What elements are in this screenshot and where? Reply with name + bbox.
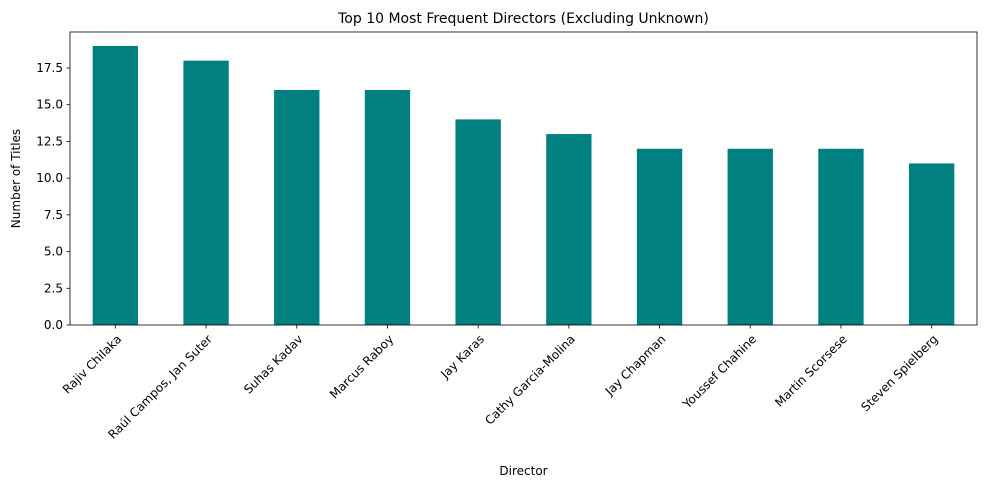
bar-suhas-kadav [274,90,320,325]
y-tick-label: 0.0 [44,318,63,332]
y-tick-label: 10.0 [36,171,63,185]
chart-title: Top 10 Most Frequent Directors (Excludin… [337,11,709,27]
bar-marcus-raboy [364,90,411,325]
x-axis-label: Director [499,464,547,478]
x-tick-label-suhas-kadav: Suhas Kadav [241,332,306,397]
x-tick-label-raul-campos-jan-suter: Raúl Campos, Jan Suter [105,332,215,442]
y-axis-label: Number of Titles [9,129,23,228]
y-tick-label: 12.5 [36,134,63,148]
x-tick-label-martin-scorsese: Martin Scorsese [772,332,850,410]
y-tick-label: 7.5 [44,208,63,222]
x-tick-label-jay-chapman: Jay Chapman [602,332,669,399]
bar-jay-karas [455,119,501,326]
plot-frame [69,31,978,326]
bar-martin-scorsese [818,148,864,325]
bars-layer [92,45,955,326]
bar-cathy-garcia-molina [546,134,592,325]
bar-jay-chapman [636,148,683,325]
y-tick-label: 2.5 [44,281,63,295]
bar-raul-campos-jan-suter [183,60,229,325]
y-tick-label: 17.5 [36,61,63,75]
bar-rajiv-chilaka [92,45,139,325]
y-tick-label: 5.0 [44,245,63,259]
x-tick-label-cathy-garcia-molina: Cathy Garcia-Molina [482,332,578,428]
x-tick-label-jay-karas: Jay Karas [437,332,487,382]
bar-youssef-chahine [727,148,773,325]
x-tick-label-youssef-chahine: Youssef Chahine [679,332,759,412]
y-tick-label: 15.0 [36,98,63,112]
x-tick-label-rajiv-chilaka: Rajiv Chilaka [60,332,124,396]
x-tick-label-steven-spielberg: Steven Spielberg [858,332,940,414]
bar-steven-spielberg [908,163,955,325]
x-tick-label-marcus-raboy: Marcus Raboy [327,332,396,401]
